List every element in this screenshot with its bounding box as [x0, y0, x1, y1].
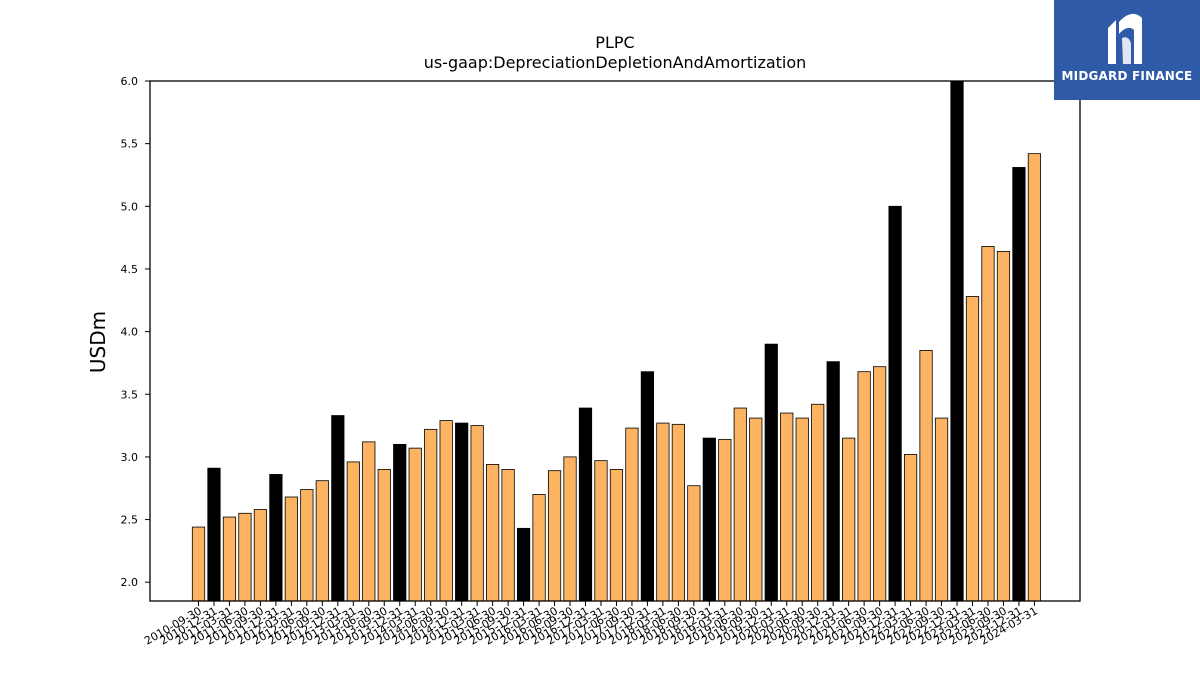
- bar-2016-03-31: [532, 494, 546, 602]
- bar-2020-12-31: [826, 361, 840, 602]
- bar-2021-09-30: [873, 366, 887, 602]
- bar-2015-03-31: [470, 425, 484, 602]
- bar-2021-06-30: [857, 371, 871, 602]
- bar-2019-06-30: [733, 407, 747, 602]
- bar-2018-06-30: [671, 423, 685, 602]
- bar-2011-12-31: [269, 474, 283, 602]
- bar-2020-09-30: [811, 403, 825, 602]
- bar-2012-12-31: [331, 415, 345, 602]
- bar-2016-09-30: [563, 456, 577, 602]
- bar-2010-12-31: [207, 467, 221, 602]
- bar-2017-06-30: [609, 469, 624, 602]
- y-tick-label: 5.5: [121, 138, 139, 151]
- bar-2012-03-31: [284, 496, 298, 602]
- bar-2016-12-31: [578, 407, 593, 602]
- bar-2019-09-30: [749, 417, 763, 602]
- brand-logo: MIDGARD FINANCE: [1054, 0, 1200, 100]
- y-tick-label: 6.0: [121, 75, 139, 88]
- bar-2014-03-31: [408, 447, 422, 602]
- bar-2022-03-31: [903, 453, 918, 602]
- bar-2023-12-31: [1012, 167, 1026, 602]
- bar-2017-12-31: [640, 371, 655, 602]
- bar-2015-12-31: [516, 527, 531, 602]
- bar-2014-06-30: [424, 428, 438, 602]
- plot-frame: [149, 80, 1081, 602]
- bar-2022-09-30: [934, 417, 949, 602]
- bar-2014-09-30: [439, 420, 453, 602]
- midgard-logo-icon: [1108, 13, 1142, 64]
- y-tick-label: 5.0: [121, 200, 139, 213]
- bar-2017-03-31: [594, 460, 608, 602]
- bar-2012-06-30: [300, 489, 314, 602]
- y-tick-label: 4.0: [121, 326, 139, 339]
- bar-2019-12-31: [764, 343, 778, 602]
- bar-2011-03-31: [222, 516, 237, 602]
- bar-2010-09-30: [191, 526, 206, 602]
- bar-2015-09-30: [501, 469, 515, 602]
- chart-title: PLPC: [595, 33, 634, 52]
- chart-subtitle: us-gaap:DepreciationDepletionAndAmortiza…: [424, 53, 807, 72]
- bar-2011-06-30: [238, 512, 252, 602]
- bar-2020-03-31: [780, 412, 794, 602]
- y-tick-label: 2.0: [121, 576, 139, 589]
- y-tick-label: 4.5: [121, 263, 139, 276]
- bar-2023-06-30: [981, 245, 995, 602]
- bar-2014-12-31: [455, 422, 469, 602]
- bar-2022-06-30: [919, 349, 933, 602]
- bar-2021-03-31: [842, 437, 856, 602]
- bar-series: [191, 80, 1042, 602]
- y-axis-ticks: 2.0 2.5 3.0 3.5 4.0 4.5 5.0 5.5 6.0: [121, 75, 150, 589]
- bar-2013-09-30: [377, 469, 391, 602]
- bar-2013-03-31: [346, 461, 360, 602]
- y-tick-label: 3.0: [121, 451, 139, 464]
- y-axis-label: USDm: [86, 311, 110, 373]
- bar-2018-03-31: [656, 422, 670, 602]
- bar-2019-03-31: [718, 438, 732, 602]
- bar-2023-03-31: [965, 296, 980, 602]
- bar-2018-12-31: [702, 437, 716, 602]
- bar-2023-09-30: [996, 251, 1011, 602]
- bar-2015-06-30: [486, 464, 500, 602]
- bar-2016-06-30: [547, 470, 562, 602]
- bar-2021-12-31: [888, 205, 902, 602]
- brand-name: MIDGARD FINANCE: [1061, 69, 1193, 83]
- x-axis-ticks: 2010-09-302010-12-312011-03-312011-06-30…: [142, 601, 1040, 648]
- bar-2012-09-30: [315, 480, 329, 602]
- bar-2013-06-30: [362, 441, 376, 602]
- bar-2017-09-30: [625, 427, 639, 602]
- bar-2011-09-30: [253, 509, 268, 602]
- bar-2020-06-30: [795, 417, 809, 602]
- y-tick-label: 2.5: [121, 514, 139, 527]
- bar-2018-09-30: [687, 485, 701, 602]
- bar-2022-12-31: [950, 80, 964, 602]
- bar-2013-12-31: [393, 443, 407, 602]
- y-tick-label: 3.5: [121, 388, 139, 401]
- bar-2024-03-31: [1027, 153, 1042, 602]
